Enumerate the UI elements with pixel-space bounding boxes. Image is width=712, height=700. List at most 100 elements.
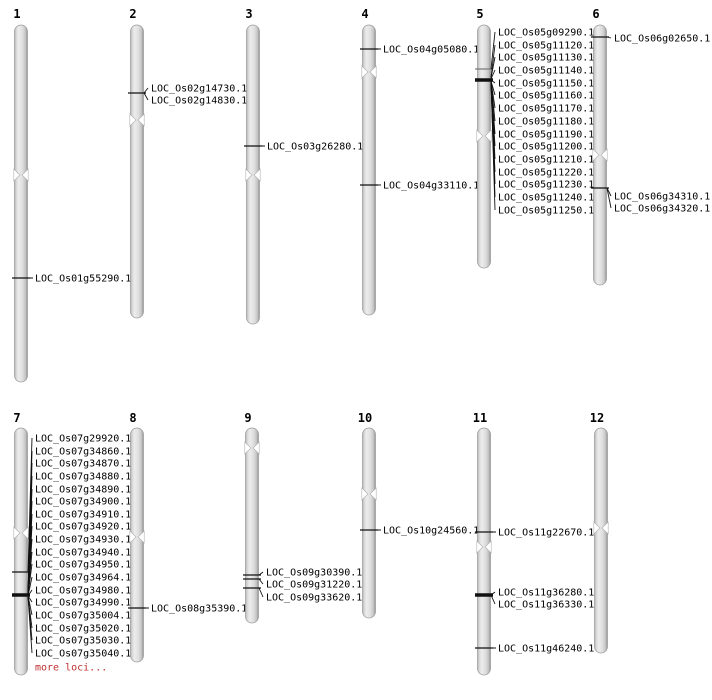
chromosome-number: 2 bbox=[129, 7, 136, 21]
chromosome-bar bbox=[594, 427, 608, 654]
locus-label[interactable]: LOC_Os07g35040.1 bbox=[35, 649, 131, 660]
locus-label[interactable]: LOC_Os07g34860.1 bbox=[35, 447, 131, 458]
centromere-notch-left bbox=[592, 148, 600, 162]
locus-label[interactable]: LOC_Os04g05080.1 bbox=[383, 45, 479, 56]
locus-label[interactable]: LOC_Os05g11240.1 bbox=[498, 193, 594, 204]
locus-label[interactable]: LOC_Os03g26280.1 bbox=[267, 142, 363, 153]
centromere-notch-left bbox=[593, 521, 601, 535]
locus-label[interactable]: LOC_Os07g34990.1 bbox=[35, 598, 131, 609]
locus-label[interactable]: LOC_Os07g29920.1 bbox=[35, 434, 131, 445]
centromere-notch-right bbox=[253, 168, 261, 182]
chromosome-bar bbox=[362, 24, 376, 316]
locus-label[interactable]: LOC_Os11g36280.1 bbox=[498, 588, 594, 599]
locus-leader-line bbox=[258, 587, 264, 598]
centromere-notch-left bbox=[476, 129, 484, 143]
chromosome-number: 11 bbox=[473, 411, 487, 425]
locus-leader-line bbox=[490, 44, 496, 78]
locus-label[interactable]: LOC_Os05g11250.1 bbox=[498, 206, 594, 217]
chromosome-bar bbox=[477, 24, 491, 269]
locus-label[interactable]: LOC_Os07g34940.1 bbox=[35, 548, 131, 559]
locus-label[interactable]: LOC_Os04g33110.1 bbox=[383, 181, 479, 192]
locus-label[interactable]: LOC_Os07g34950.1 bbox=[35, 560, 131, 571]
locus-label[interactable]: LOC_Os05g11220.1 bbox=[498, 168, 594, 179]
locus-label[interactable]: LOC_Os07g34930.1 bbox=[35, 535, 131, 546]
locus-label[interactable]: LOC_Os11g22670.1 bbox=[498, 528, 594, 539]
centromere-notch-right bbox=[601, 521, 609, 535]
locus-label[interactable]: LOC_Os07g35020.1 bbox=[35, 624, 131, 635]
locus-label[interactable]: LOC_Os09g33620.1 bbox=[266, 593, 362, 604]
locus-label[interactable]: LOC_Os05g11200.1 bbox=[498, 142, 594, 153]
locus-label[interactable]: LOC_Os07g34870.1 bbox=[35, 459, 131, 470]
locus-label[interactable]: LOC_Os07g34964.1 bbox=[35, 573, 131, 584]
locus-label[interactable]: LOC_Os05g11160.1 bbox=[498, 91, 594, 102]
locus-label[interactable]: LOC_Os07g34880.1 bbox=[35, 472, 131, 483]
locus-label[interactable]: LOC_Os07g35004.1 bbox=[35, 611, 131, 622]
locus-label[interactable]: LOC_Os10g24560.1 bbox=[383, 526, 479, 537]
chromosome-number: 10 bbox=[358, 411, 372, 425]
chromosome-number: 6 bbox=[592, 7, 599, 21]
locus-label[interactable]: LOC_Os06g34320.1 bbox=[614, 204, 710, 215]
locus-label[interactable]: LOC_Os05g11120.1 bbox=[498, 41, 594, 52]
locus-label[interactable]: LOC_Os06g02650.1 bbox=[614, 34, 710, 45]
locus-label[interactable]: LOC_Os06g34310.1 bbox=[614, 192, 710, 203]
locus-leader-line bbox=[490, 594, 496, 605]
locus-label[interactable]: LOC_Os07g34900.1 bbox=[35, 497, 131, 508]
locus-label[interactable]: LOC_Os02g14830.1 bbox=[151, 96, 247, 107]
chromosome-bar bbox=[14, 24, 28, 383]
locus-label[interactable]: LOC_Os05g11140.1 bbox=[498, 66, 594, 77]
chromosome-bar bbox=[362, 427, 376, 619]
locus-label[interactable]: LOC_Os05g11170.1 bbox=[498, 104, 594, 115]
locus-label[interactable]: LOC_Os07g35030.1 bbox=[35, 636, 131, 647]
chromosome-3: 3 LOC_Os03g26280.1 bbox=[244, 7, 363, 325]
centromere-notch-right bbox=[137, 530, 145, 544]
locus-label[interactable]: LOC_Os08g35390.1 bbox=[151, 604, 247, 615]
centromere-notch-left bbox=[129, 113, 137, 127]
locus-label[interactable]: LOC_Os05g11180.1 bbox=[498, 117, 594, 128]
chromosome-number: 8 bbox=[129, 411, 136, 425]
locus-label[interactable]: LOC_Os01g55290.1 bbox=[35, 274, 131, 285]
locus-label[interactable]: LOC_Os02g14730.1 bbox=[151, 84, 247, 95]
centromere-notch-left bbox=[129, 530, 137, 544]
locus-leader-line bbox=[258, 571, 264, 576]
more-loci-link[interactable]: more loci... bbox=[35, 663, 107, 674]
locus-leader-line bbox=[490, 69, 496, 80]
locus-label[interactable]: LOC_Os05g11150.1 bbox=[498, 79, 594, 90]
chromosome-bar bbox=[245, 427, 259, 624]
locus-label[interactable]: LOC_Os05g09290.1 bbox=[498, 28, 594, 39]
chromosome-bar bbox=[130, 24, 144, 319]
locus-label[interactable]: LOC_Os05g11210.1 bbox=[498, 155, 594, 166]
locus-label[interactable]: LOC_Os07g34910.1 bbox=[35, 510, 131, 521]
locus-label[interactable]: LOC_Os11g36330.1 bbox=[498, 600, 594, 611]
locus-label[interactable]: LOC_Os07g34980.1 bbox=[35, 586, 131, 597]
centromere-notch-left bbox=[361, 487, 369, 501]
chromosome-7: 7LOC_Os07g29920.1LOC_Os07g34860.1LOC_Os0… bbox=[12, 411, 131, 676]
locus-leader-line bbox=[27, 563, 33, 596]
chromosome-bar bbox=[14, 427, 28, 676]
locus-label[interactable]: LOC_Os05g11230.1 bbox=[498, 180, 594, 191]
chromosome-12: 12 bbox=[590, 411, 609, 654]
locus-leader-line bbox=[143, 87, 149, 94]
locus-leader-line bbox=[606, 36, 612, 39]
centromere-notch-left bbox=[13, 526, 21, 540]
locus-leader-line bbox=[490, 31, 496, 70]
locus-label[interactable]: LOC_Os09g31220.1 bbox=[266, 580, 362, 591]
chromosome-1: 1 LOC_Os01g55290.1 bbox=[12, 7, 131, 383]
chromosome-number: 1 bbox=[13, 7, 20, 21]
locus-label[interactable]: LOC_Os09g30390.1 bbox=[266, 568, 362, 579]
locus-leader-line bbox=[490, 81, 496, 211]
locus-leader-line bbox=[606, 187, 612, 209]
centromere-notch-left bbox=[245, 168, 253, 182]
locus-label[interactable]: LOC_Os05g11190.1 bbox=[498, 130, 594, 141]
chromosome-4: 4 LOC_Os04g05080.1 LOC_Os04g33110.1 bbox=[360, 7, 479, 316]
locus-label[interactable]: LOC_Os07g34920.1 bbox=[35, 522, 131, 533]
locus-label[interactable]: LOC_Os07g34890.1 bbox=[35, 485, 131, 496]
centromere-notch-right bbox=[484, 129, 492, 143]
chromosome-number: 7 bbox=[13, 411, 20, 425]
centromere-notch-right bbox=[484, 540, 492, 554]
locus-label[interactable]: LOC_Os05g11130.1 bbox=[498, 53, 594, 64]
chromosome-bar bbox=[477, 427, 491, 676]
locus-label[interactable]: LOC_Os11g46240.1 bbox=[498, 644, 594, 655]
centromere-notch-left bbox=[13, 168, 21, 182]
